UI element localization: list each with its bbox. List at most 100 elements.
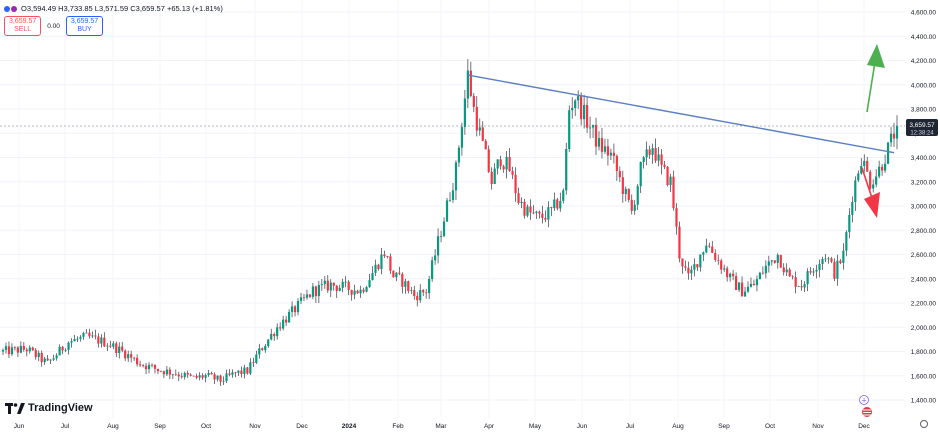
candle-body bbox=[508, 156, 511, 172]
candle-body bbox=[690, 269, 693, 274]
candle-body bbox=[198, 375, 201, 378]
candle-body bbox=[55, 355, 58, 359]
sell-button[interactable]: 3,659.57 SELL bbox=[4, 16, 42, 36]
candle-body bbox=[669, 176, 672, 186]
candle-body bbox=[523, 201, 526, 216]
candle-body bbox=[282, 319, 285, 329]
candle-body bbox=[407, 281, 410, 291]
candle-body bbox=[562, 190, 565, 201]
symbol-dots-icon[interactable] bbox=[4, 5, 17, 12]
y-tick-label: 4,200.00 bbox=[911, 58, 937, 65]
chart-tools[interactable]: + bbox=[859, 395, 928, 428]
candle-body bbox=[860, 166, 863, 174]
candle-body bbox=[100, 337, 103, 344]
candle-body bbox=[463, 98, 466, 128]
y-tick-label: 3,200.00 bbox=[911, 179, 937, 186]
x-tick-label: Sep bbox=[154, 423, 166, 430]
candle-body bbox=[180, 376, 183, 378]
candle-body bbox=[839, 260, 842, 263]
candle-body bbox=[216, 375, 219, 380]
candle-body bbox=[332, 282, 335, 286]
candle-body bbox=[755, 279, 759, 286]
candle-body bbox=[201, 375, 204, 378]
candle-body bbox=[326, 280, 329, 291]
candle-body bbox=[76, 338, 79, 340]
candle-body bbox=[448, 199, 452, 201]
candle-body bbox=[356, 290, 359, 294]
candle-body bbox=[597, 138, 601, 147]
candle-body bbox=[809, 271, 812, 273]
candle-body bbox=[675, 208, 678, 227]
y-tick-label: 1,600.00 bbox=[911, 373, 937, 380]
add-indicator-icon[interactable] bbox=[859, 395, 869, 405]
candle-body bbox=[758, 272, 762, 280]
candle-body bbox=[538, 211, 541, 214]
candle-body bbox=[493, 168, 496, 185]
candle-body bbox=[457, 147, 461, 163]
candle-body bbox=[94, 335, 97, 337]
candle-body bbox=[574, 100, 577, 109]
candle-body bbox=[290, 306, 294, 312]
candle-body bbox=[13, 347, 17, 349]
candle-body bbox=[401, 273, 404, 287]
candle-body bbox=[124, 350, 127, 359]
candle-body bbox=[19, 346, 22, 353]
candle-body bbox=[696, 264, 699, 268]
candle-body bbox=[16, 347, 19, 353]
candle-body bbox=[341, 281, 344, 288]
candle-body bbox=[392, 270, 395, 278]
candle-body bbox=[460, 127, 464, 148]
candle-body bbox=[475, 106, 478, 131]
candle-body bbox=[91, 335, 94, 337]
candle-body bbox=[439, 235, 443, 237]
candle-body bbox=[67, 342, 70, 350]
candle-body bbox=[10, 347, 14, 355]
candle-body bbox=[353, 290, 356, 295]
tradingview-logo[interactable]: TradingView bbox=[5, 402, 93, 414]
candle-body bbox=[684, 266, 687, 268]
candle-body bbox=[600, 138, 604, 152]
candle-body bbox=[732, 273, 735, 277]
candle-body bbox=[311, 286, 315, 297]
candle-body bbox=[541, 213, 544, 218]
buy-button[interactable]: 3,659.57 BUY bbox=[65, 16, 104, 36]
candle-body bbox=[219, 375, 222, 382]
candle-body bbox=[630, 199, 633, 211]
candles bbox=[1, 59, 899, 386]
candle-body bbox=[162, 371, 166, 375]
candle-body bbox=[434, 255, 437, 261]
candle-body bbox=[106, 345, 109, 347]
candle-body bbox=[472, 95, 475, 107]
candle-body bbox=[1, 349, 5, 352]
y-tick-label: 2,000.00 bbox=[911, 325, 937, 332]
candle-body bbox=[565, 149, 568, 191]
candle-body bbox=[362, 289, 365, 292]
candle-body bbox=[603, 146, 607, 152]
candle-body bbox=[520, 201, 523, 204]
candle-body bbox=[478, 127, 481, 131]
candle-body bbox=[737, 282, 741, 290]
candle-body bbox=[240, 370, 243, 374]
bar-countdown: 12:38:24 bbox=[910, 131, 934, 137]
candle-body bbox=[425, 292, 428, 294]
spread-value: 0.00 bbox=[47, 22, 60, 30]
candle-body bbox=[749, 283, 753, 287]
candle-body bbox=[621, 177, 624, 195]
candle-body bbox=[797, 286, 800, 288]
candle-body bbox=[389, 256, 392, 271]
candle-body bbox=[97, 336, 100, 344]
candle-body bbox=[109, 345, 112, 347]
candle-body bbox=[419, 290, 422, 301]
candle-body bbox=[40, 352, 43, 363]
candle-body bbox=[264, 346, 267, 351]
candle-body bbox=[25, 349, 28, 352]
settings-gear-icon[interactable] bbox=[920, 420, 928, 428]
candle-body bbox=[165, 369, 168, 375]
candle-body bbox=[547, 207, 550, 220]
candle-body bbox=[782, 267, 785, 273]
candle-body bbox=[863, 160, 866, 167]
candle-body bbox=[308, 294, 312, 297]
candle-body bbox=[773, 260, 776, 263]
candle-body bbox=[285, 319, 288, 323]
